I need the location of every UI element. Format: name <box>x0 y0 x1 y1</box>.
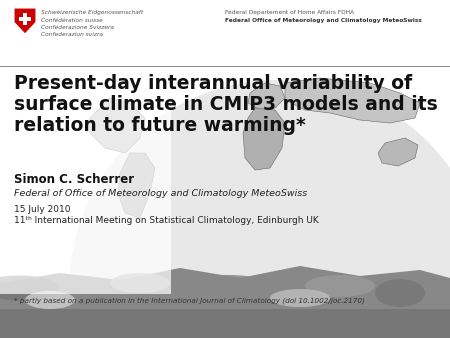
Polygon shape <box>14 8 36 34</box>
Bar <box>0 0 450 66</box>
Circle shape <box>69 80 450 338</box>
Ellipse shape <box>305 275 375 297</box>
Text: 11ᵗʰ International Meeting on Statistical Climatology, Edinburgh UK: 11ᵗʰ International Meeting on Statistica… <box>14 216 319 225</box>
Text: Present-day interannual variability of
surface climate in CMIP3 models and its
r: Present-day interannual variability of s… <box>14 74 438 136</box>
Polygon shape <box>0 266 450 338</box>
Polygon shape <box>243 108 285 170</box>
Polygon shape <box>90 98 145 153</box>
Polygon shape <box>378 138 418 166</box>
Polygon shape <box>248 83 285 110</box>
Polygon shape <box>118 153 155 218</box>
Bar <box>19 17 31 21</box>
Text: Confederazione Svizzera: Confederazione Svizzera <box>41 25 114 30</box>
Text: Federal of Office of Meteorology and Climatology MeteoSwiss: Federal of Office of Meteorology and Cli… <box>14 189 307 198</box>
Text: Federal Office of Meteorology and Climatology MeteoSwiss: Federal Office of Meteorology and Climat… <box>225 18 422 23</box>
Text: Schweizerische Eidgenossenschaft: Schweizerische Eidgenossenschaft <box>41 10 143 15</box>
Text: 15 July 2010: 15 July 2010 <box>14 205 71 214</box>
Ellipse shape <box>0 275 60 300</box>
Text: Federal Departement of Home Affairs FDHA: Federal Departement of Home Affairs FDHA <box>225 10 354 15</box>
Polygon shape <box>285 78 420 123</box>
Text: Confédération suisse: Confédération suisse <box>41 18 103 23</box>
Ellipse shape <box>185 275 275 305</box>
Ellipse shape <box>110 273 170 293</box>
Bar <box>0 30 171 294</box>
Bar <box>23 13 27 25</box>
Bar <box>0 283 450 338</box>
Ellipse shape <box>25 291 75 309</box>
Text: Simon C. Scherrer: Simon C. Scherrer <box>14 173 134 186</box>
Ellipse shape <box>375 279 425 307</box>
Text: * partly based on a publication in the International Journal of Climatology (doi: * partly based on a publication in the I… <box>14 297 365 304</box>
Text: Confederaziun svizra: Confederaziun svizra <box>41 32 103 38</box>
Ellipse shape <box>270 289 330 307</box>
Bar <box>0 309 450 338</box>
